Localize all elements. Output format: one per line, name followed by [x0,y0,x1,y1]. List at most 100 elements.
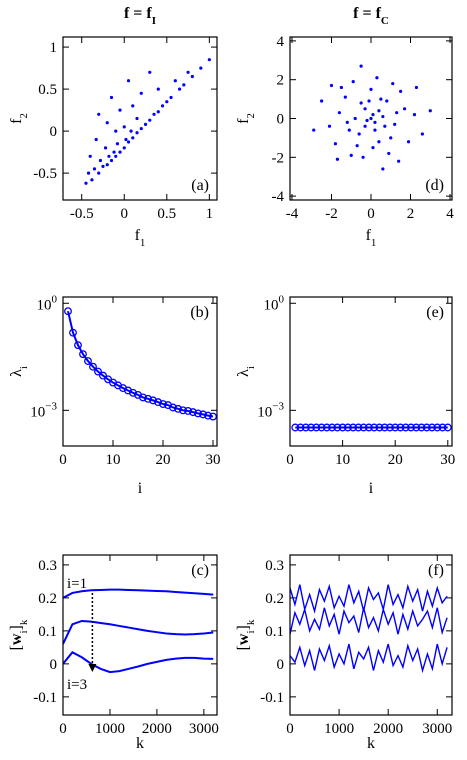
point [105,121,109,125]
marker [94,367,102,376]
y-axis-label-part: ] [235,625,252,630]
y-axis-label: f2 [235,113,257,124]
y-axis-label: [wi]k [8,619,30,650]
point [339,85,343,90]
x-tick-label: 0 [367,206,375,222]
marker [89,362,97,371]
point [351,80,355,84]
x-axis-label: k [136,735,144,752]
y-axis-label-part: i [245,366,257,369]
panel-label: (c) [191,562,209,579]
point [395,111,399,115]
marker [370,423,379,432]
y-axis-label-part: 2 [18,113,30,119]
plot-area [63,588,214,674]
frame [289,36,453,201]
x-axis-label: f1 [366,227,377,249]
y-axis-label-part: k [245,619,257,625]
x-axis-label-part: k [367,735,375,752]
marker [301,423,310,432]
marker [401,423,410,432]
point [377,140,381,144]
marker [422,423,431,432]
y-axis-label-part: λ [8,369,25,377]
y-tick-label: 2 [277,73,285,89]
point [139,126,143,131]
y-tick-exponent: −3 [272,400,284,412]
point [379,97,383,101]
point [122,125,126,129]
point [389,136,393,140]
point [320,99,324,103]
point [406,140,411,144]
y-tick-exponent: 0 [279,293,285,305]
series-line [290,606,448,636]
point [126,140,131,144]
y-tick-label: 0 [50,124,58,140]
y-axis-label: λi [235,366,257,377]
point [173,79,177,83]
marker [144,394,152,403]
point [343,95,347,99]
marker [407,423,415,432]
x-axis-label-part: i [138,480,143,497]
point [337,111,341,115]
point [355,144,359,148]
y-axis-label-part: λ [235,369,252,377]
x-tick-label: 2000 [373,721,403,737]
plot-area [312,64,432,171]
y-tick-label: 10−3 [30,400,57,420]
plot-area [84,58,211,185]
y-axis-label-part: [ [235,645,252,650]
y-tick-label: 0.1 [265,624,284,640]
y-tick-label: 0.2 [38,591,57,607]
marker [412,423,421,432]
x-tick-label: 0 [286,452,294,468]
point [135,131,139,135]
point [385,99,389,103]
marker [359,423,368,432]
point [94,137,98,142]
x-axis-label-part: i [369,480,374,497]
y-axis-label-part: w [8,633,25,645]
y-axis-label-part: i [245,630,257,633]
point [428,109,432,113]
panel-label: (d) [425,177,444,194]
point [131,136,135,140]
point [381,167,385,171]
marker [159,400,167,408]
y-axis-label-part: k [18,619,30,625]
x-axis-label: i [138,480,143,497]
y-axis-label-part: 2 [245,113,257,119]
marker [438,423,447,432]
point [88,154,92,158]
y-axis-label: [wi]k [235,619,257,650]
marker [417,423,426,432]
point [109,95,114,100]
point [97,171,101,175]
point [363,124,367,128]
y-tick-label: -0.1 [33,690,57,706]
y-axis-label-part: f [235,118,252,124]
point [139,91,143,95]
y-axis-label-part: ] [8,625,25,630]
x-tick-label: 1000 [324,721,354,737]
point [98,158,103,163]
point [359,101,363,105]
y-tick-base: 10 [30,404,45,420]
series-line [63,619,214,645]
y-tick-label: -4 [272,189,285,205]
x-tick-label: 0.5 [157,206,176,222]
marker [307,423,315,432]
y-tick-label: 4 [277,34,285,50]
x-axis-label-part: f [366,227,372,244]
frame [62,554,218,716]
x-tick-label: -0.5 [70,206,94,222]
marker [364,423,373,432]
marker [354,423,363,432]
marker [154,398,162,407]
y-tick-label: 0.3 [265,558,284,574]
marker [428,423,436,432]
